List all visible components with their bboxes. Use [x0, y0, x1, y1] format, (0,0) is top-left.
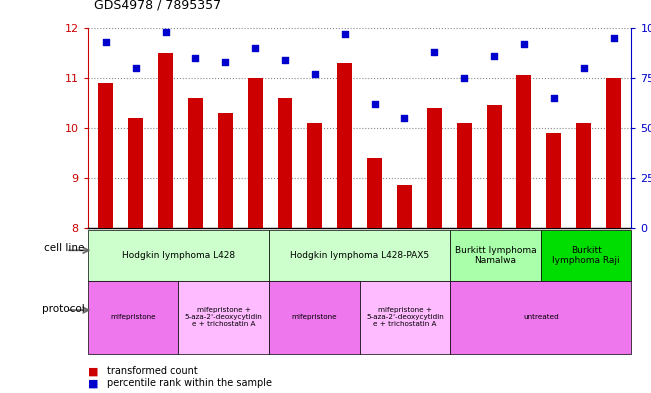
Point [101, 39, 111, 45]
Text: GDS4978 / 7895357: GDS4978 / 7895357 [94, 0, 221, 12]
Bar [307, 123, 322, 228]
Bar [397, 185, 412, 228]
Text: transformed count: transformed count [107, 366, 198, 376]
Bar [450, 281, 631, 354]
Text: ■: ■ [88, 366, 98, 376]
Point [280, 57, 290, 63]
Text: mifepristone: mifepristone [111, 314, 156, 320]
Point [549, 94, 559, 101]
Bar [128, 118, 143, 228]
Bar [359, 281, 450, 354]
Bar [486, 105, 501, 228]
Bar [516, 75, 531, 228]
Bar [178, 281, 269, 354]
Text: untreated: untreated [523, 314, 559, 320]
Text: cell line: cell line [44, 242, 85, 253]
Text: Burkitt lymphoma
Namalwa: Burkitt lymphoma Namalwa [455, 246, 536, 265]
Text: protocol: protocol [42, 305, 85, 314]
Point [310, 70, 320, 77]
Bar [576, 123, 591, 228]
Text: mifepristone: mifepristone [292, 314, 337, 320]
Point [429, 48, 439, 55]
Text: Hodgkin lymphoma L428: Hodgkin lymphoma L428 [122, 251, 235, 260]
Point [489, 52, 499, 59]
Point [519, 40, 529, 47]
Bar [88, 230, 269, 281]
Bar [546, 133, 561, 228]
Bar [450, 230, 541, 281]
Bar [98, 83, 113, 228]
Bar [541, 230, 631, 281]
Point [190, 55, 201, 61]
Text: mifepristone +
5-aza-2'-deoxycytidin
e + trichostatin A: mifepristone + 5-aza-2'-deoxycytidin e +… [366, 307, 444, 327]
Bar [457, 123, 472, 228]
Point [579, 64, 589, 71]
Text: percentile rank within the sample: percentile rank within the sample [107, 378, 272, 388]
Point [459, 75, 469, 81]
Point [250, 44, 260, 51]
Bar [218, 113, 233, 228]
Point [160, 28, 171, 35]
Bar [269, 281, 359, 354]
Bar [606, 78, 621, 228]
Bar [158, 53, 173, 228]
Text: Burkitt
lymphoma Raji: Burkitt lymphoma Raji [552, 246, 620, 265]
Bar [88, 281, 178, 354]
Bar [277, 98, 292, 228]
Bar [269, 230, 450, 281]
Bar [427, 108, 442, 228]
Text: ■: ■ [88, 378, 98, 388]
Text: mifepristone +
5-aza-2'-deoxycytidin
e + trichostatin A: mifepristone + 5-aza-2'-deoxycytidin e +… [185, 307, 262, 327]
Point [399, 115, 409, 121]
Bar [337, 62, 352, 228]
Point [340, 30, 350, 37]
Bar [367, 158, 382, 228]
Point [608, 35, 618, 41]
Bar [188, 98, 203, 228]
Point [220, 59, 230, 65]
Point [130, 64, 141, 71]
Text: Hodgkin lymphoma L428-PAX5: Hodgkin lymphoma L428-PAX5 [290, 251, 429, 260]
Point [369, 101, 380, 107]
Bar [247, 78, 262, 228]
